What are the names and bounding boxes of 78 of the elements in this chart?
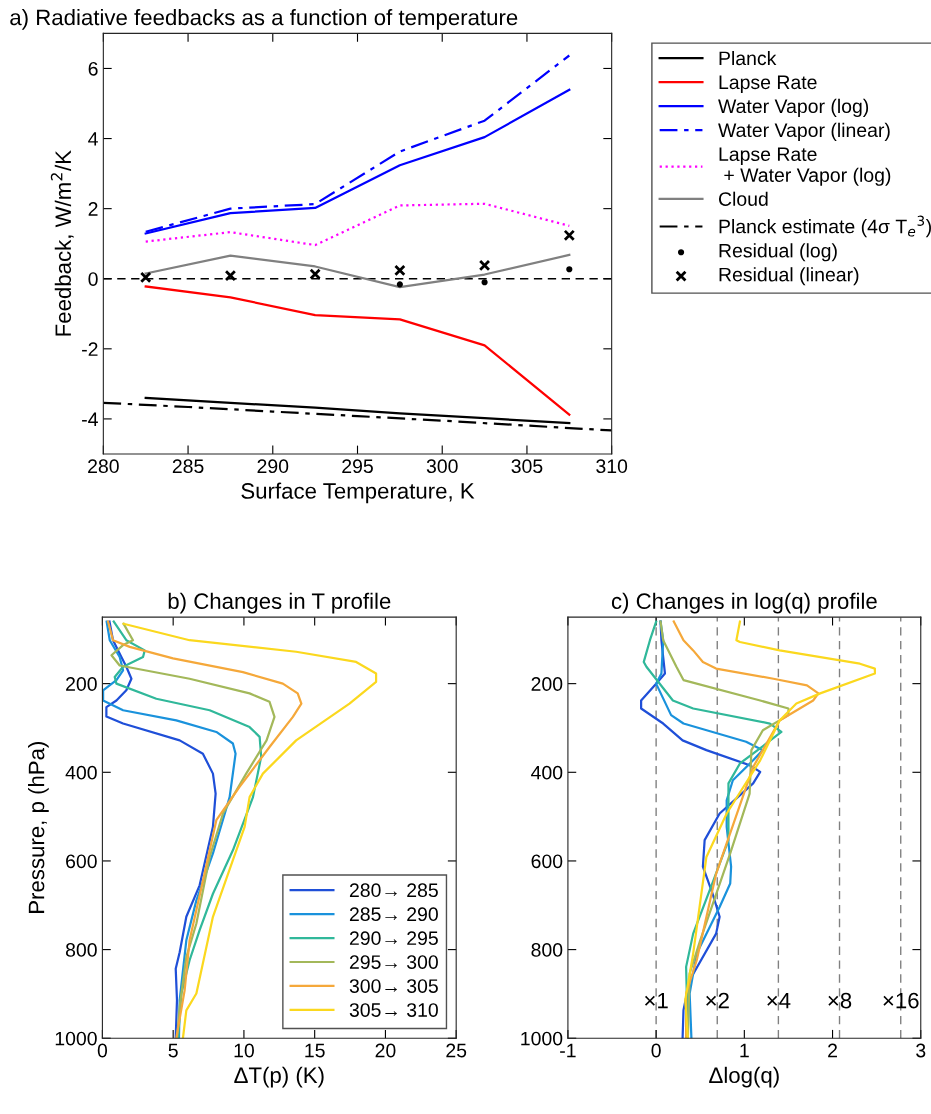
point bbox=[394, 264, 406, 277]
x-tick-label: 20 bbox=[375, 1043, 396, 1058]
legend-label: Planck bbox=[719, 50, 777, 66]
legend-label: Water Vapor (log) bbox=[718, 98, 869, 117]
y-tick-label: 4 bbox=[88, 132, 98, 146]
x-tick-label: 310 bbox=[596, 459, 628, 474]
y-tick-label: 6 bbox=[88, 61, 98, 76]
y-tick-label: 200 bbox=[531, 677, 563, 691]
point bbox=[396, 281, 403, 288]
x-tick-label: 1 bbox=[740, 1043, 749, 1058]
x-axis-title: Surface Temperature, K bbox=[241, 482, 475, 504]
point bbox=[478, 259, 491, 272]
y-tick-label: 800 bbox=[65, 943, 97, 957]
legend-label: Cloud bbox=[718, 191, 768, 206]
y-tick-label: -2 bbox=[82, 342, 98, 356]
y-tick-label: 0 bbox=[88, 272, 98, 286]
y-tick-label: 2 bbox=[88, 202, 98, 216]
legend-label: 295→ 300 bbox=[349, 955, 438, 969]
legend-label: Water Vapor (linear) bbox=[718, 122, 890, 141]
point bbox=[481, 279, 488, 286]
line-series bbox=[105, 620, 217, 1039]
point bbox=[566, 266, 573, 273]
legend-label: 280→ 285 bbox=[349, 883, 438, 898]
legend-label: Residual (log) bbox=[719, 243, 837, 262]
x-tick-label: 295 bbox=[342, 459, 373, 474]
legend-label: 285→ 290 bbox=[349, 907, 438, 922]
point bbox=[309, 268, 321, 280]
y-tick-label: 200 bbox=[66, 677, 97, 691]
ref-line-label: ×16 bbox=[883, 992, 919, 1009]
line-series bbox=[144, 202, 571, 247]
line-series bbox=[103, 401, 612, 432]
ref-line-label: ×1 bbox=[645, 992, 668, 1009]
ref-line-label: ×2 bbox=[706, 992, 729, 1009]
y-tick-label: 400 bbox=[65, 765, 97, 780]
ref-line-label: ×4 bbox=[767, 992, 791, 1009]
chart-title: c) Changes in log(q) profile bbox=[611, 592, 877, 614]
y-axis-title: Pressure, p (hPa) bbox=[28, 742, 49, 913]
point bbox=[224, 269, 237, 282]
x-tick-label: 305 bbox=[511, 459, 543, 474]
line-series bbox=[672, 620, 820, 1039]
legend-label: 290→ 295 bbox=[349, 931, 438, 946]
line-series bbox=[144, 396, 571, 425]
line-series bbox=[144, 285, 571, 416]
y-tick-label: 800 bbox=[531, 943, 563, 957]
x-tick-label: 3 bbox=[916, 1043, 926, 1058]
x-tick-label: 300 bbox=[426, 459, 458, 474]
ref-line-label: ×8 bbox=[828, 992, 852, 1009]
legend-label: 300→ 305 bbox=[349, 979, 438, 993]
x-tick-label: 5 bbox=[168, 1043, 178, 1058]
x-axis-title: ΔT(p) (K) bbox=[234, 1066, 324, 1088]
x-axis-title: Δlog(q) bbox=[709, 1066, 779, 1088]
x-tick-label: 2 bbox=[828, 1043, 837, 1058]
legend-label: Residual (linear) bbox=[719, 267, 859, 286]
legend-label: Lapse Rate + Water Vapor (log) bbox=[719, 147, 891, 186]
point bbox=[139, 271, 152, 284]
y-tick-label: 600 bbox=[66, 854, 97, 869]
line-series bbox=[102, 620, 237, 1039]
line-series bbox=[106, 620, 303, 1039]
chart-title: a) Radiative feedbacks as a function of temperature bbox=[10, 8, 518, 30]
y-tick-label: 600 bbox=[531, 854, 563, 869]
x-tick-label: 15 bbox=[305, 1043, 325, 1058]
chart-title: b) Changes in T profile bbox=[168, 592, 391, 614]
y-axis-title: Feedback, W/m$^{2}$/K bbox=[50, 150, 74, 336]
x-tick-label: 290 bbox=[257, 459, 289, 474]
line-series bbox=[684, 620, 876, 1039]
legend-label: 305→ 310 bbox=[349, 1003, 438, 1017]
legend-label: Lapse Rate bbox=[719, 75, 817, 94]
line-series bbox=[144, 253, 571, 289]
x-tick-label: 0 bbox=[651, 1043, 661, 1058]
y-tick-label: 1000 bbox=[55, 1031, 97, 1046]
x-tick-label: 10 bbox=[234, 1043, 254, 1058]
y-tick-label: -4 bbox=[82, 412, 98, 426]
x-tick-label: 285 bbox=[172, 459, 204, 474]
point bbox=[563, 229, 576, 242]
y-tick-label: 400 bbox=[531, 765, 563, 780]
x-tick-label: 25 bbox=[446, 1043, 467, 1058]
legend-label: Planck estimate (4σ T$_{e}$$^{3}$) bbox=[719, 215, 931, 238]
x-tick-label: 280 bbox=[88, 459, 119, 474]
